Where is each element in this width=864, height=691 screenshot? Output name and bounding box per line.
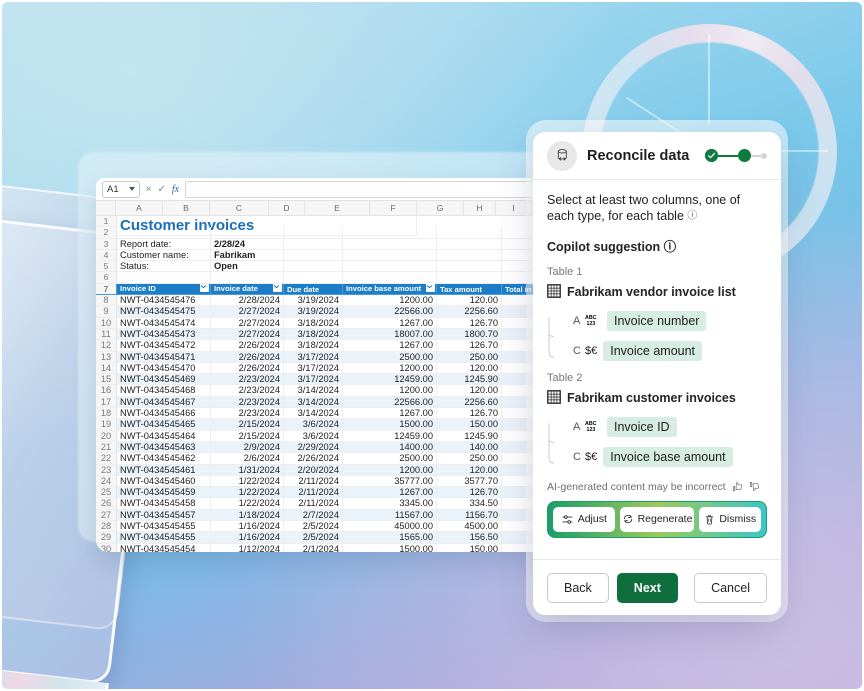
svg-text:123: 123 xyxy=(587,427,596,432)
svg-text:123: 123 xyxy=(587,321,596,326)
